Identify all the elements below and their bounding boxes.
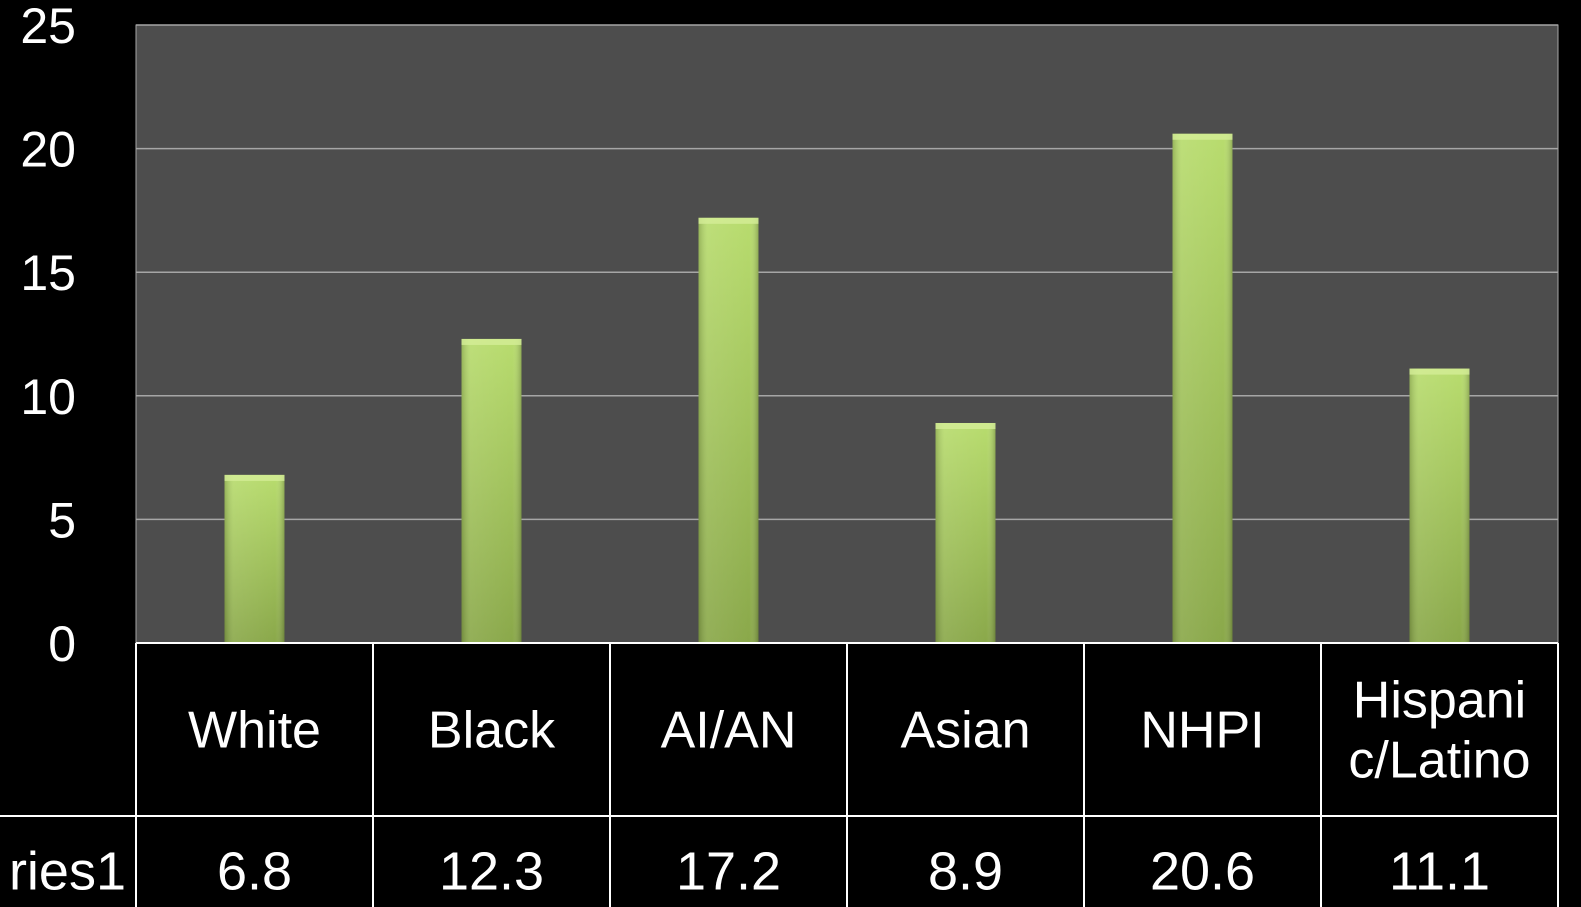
y-tick-label: 20 — [20, 122, 76, 178]
bar-white — [224, 474, 285, 643]
y-axis-ticks: 0 5 10 15 20 25 — [20, 0, 76, 672]
category-label: Asian — [900, 702, 1030, 760]
value-label: 17.2 — [676, 842, 781, 902]
bar-black — [461, 338, 522, 643]
value-label: 20.6 — [1150, 842, 1255, 902]
value-label: 6.8 — [217, 842, 292, 902]
value-label: 11.1 — [1389, 842, 1490, 902]
y-tick-label: 5 — [48, 492, 76, 548]
y-tick-label: 0 — [48, 616, 76, 672]
value-label: 12.3 — [439, 842, 544, 902]
category-label: Black — [428, 702, 556, 760]
category-label: NHPI — [1140, 702, 1264, 760]
bar-nhpi — [1172, 133, 1233, 643]
category-label: AI/AN — [661, 702, 797, 760]
plot-area — [135, 24, 1559, 644]
y-tick-label: 25 — [20, 0, 76, 54]
series-label: ries1 — [9, 842, 126, 902]
bar-hispanic-latino — [1409, 368, 1470, 643]
y-tick-label: 10 — [20, 369, 76, 425]
gridlines — [136, 24, 1558, 521]
y-tick-label: 15 — [20, 245, 76, 301]
category-label: White — [188, 702, 321, 760]
bar-ai-an — [698, 217, 759, 644]
data-table: White Black AI/AN Asian NHPI Hispani c/Latino 6… — [0, 642, 1559, 907]
bars — [224, 133, 1470, 644]
bar-asian — [935, 422, 996, 643]
category-label: Hispani c/Latino — [1348, 672, 1530, 790]
value-label: 8.9 — [928, 842, 1003, 902]
